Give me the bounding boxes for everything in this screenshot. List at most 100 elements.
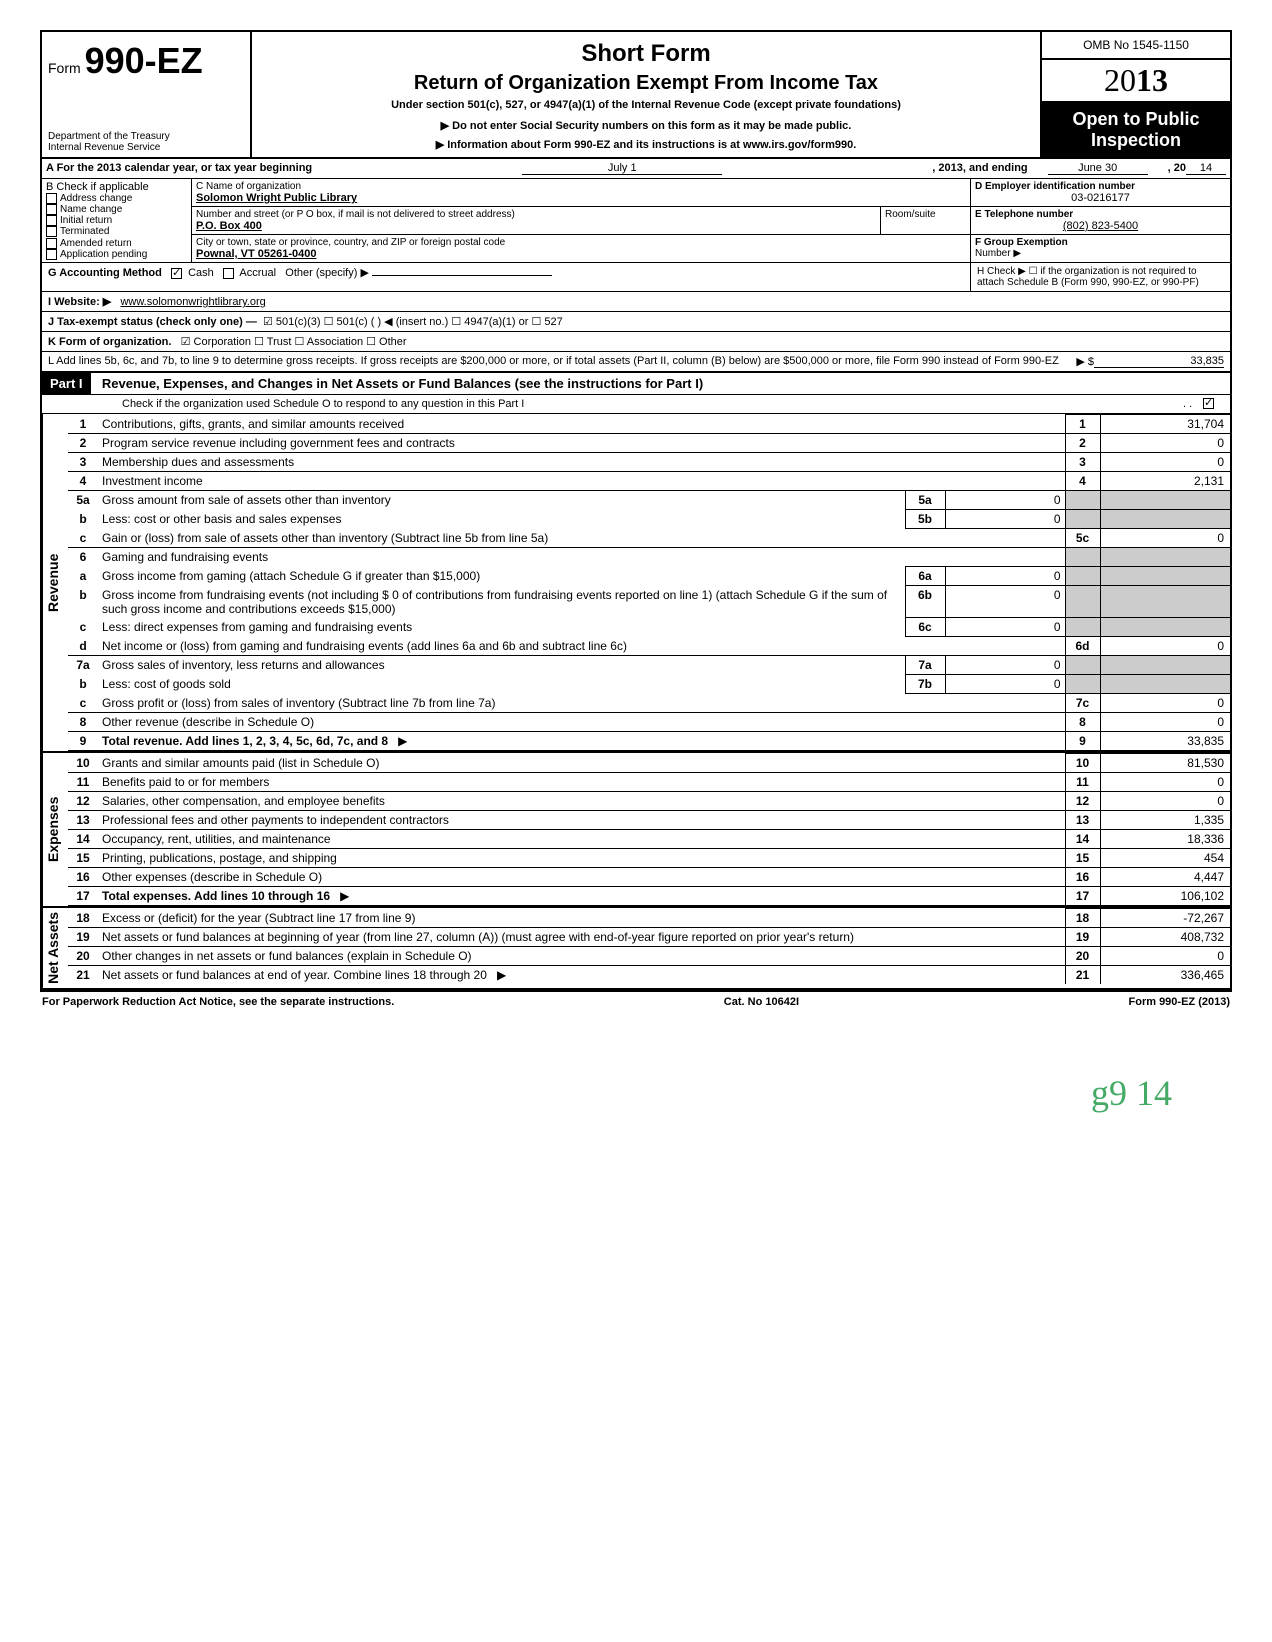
netassets-label: Net Assets [42, 908, 68, 988]
line6b-desc: Gross income from fundraising events (no… [102, 588, 887, 616]
line5b-desc: Less: cost or other basis and sales expe… [102, 512, 341, 526]
form-number: 990-EZ [85, 40, 203, 81]
line21-arrow: ▶ [497, 968, 506, 982]
line-j-opts: ☑ 501(c)(3) ☐ 501(c) ( ) ◀ (insert no.) … [263, 316, 563, 328]
phone-value: (802) 823-5400 [975, 220, 1226, 232]
org-name: Solomon Wright Public Library [196, 192, 966, 204]
line-a-prefix: A For the 2013 calendar year, or tax yea… [46, 162, 312, 174]
part1-title: Revenue, Expenses, and Changes in Net As… [94, 376, 703, 391]
revenue-table: 1Contributions, gifts, grants, and simil… [68, 414, 1230, 751]
line6a-desc: Gross income from gaming (attach Schedul… [102, 569, 480, 583]
part1-check-text: Check if the organization used Schedule … [122, 398, 1183, 410]
line17-arrow: ▶ [340, 889, 349, 903]
box-def: D Employer identification number 03-0216… [970, 179, 1230, 262]
line-j: J Tax-exempt status (check only one) — ☑… [42, 312, 1230, 332]
lbl-cash: Cash [188, 267, 214, 279]
box-c-label: C Name of organization [196, 181, 966, 192]
line-a-begin: July 1 [522, 162, 722, 175]
website-value: www.solomonwrightlibrary.org [120, 296, 265, 308]
dept-treasury: Department of the Treasury [48, 131, 244, 142]
line10-val: 81,530 [1100, 754, 1230, 773]
line6c-desc: Less: direct expenses from gaming and fu… [102, 620, 412, 634]
chk-address-change[interactable] [46, 193, 57, 204]
chk-app-pending[interactable] [46, 249, 57, 260]
line5b-val: 0 [945, 510, 1065, 529]
line21-desc: Net assets or fund balances at end of ye… [102, 968, 487, 982]
addr-label: Number and street (or P O box, if mail i… [196, 209, 876, 220]
line5c-val: 0 [1100, 529, 1230, 548]
line5c-desc: Gain or (loss) from sale of assets other… [102, 531, 548, 545]
line15-desc: Printing, publications, postage, and shi… [102, 851, 337, 865]
lbl-other-method: Other (specify) ▶ [285, 267, 369, 279]
header-right: OMB No 1545-1150 2013 Open to Public Ins… [1040, 32, 1230, 157]
page-footer: For Paperwork Reduction Act Notice, see … [40, 992, 1232, 1012]
line-a-end: June 30 [1048, 162, 1148, 175]
netassets-section: Net Assets 18Excess or (deficit) for the… [42, 908, 1230, 990]
room-label: Room/suite [885, 209, 966, 220]
line14-desc: Occupancy, rent, utilities, and maintena… [102, 832, 331, 846]
part1-label: Part I [42, 373, 91, 394]
line7a-desc: Gross sales of inventory, less returns a… [102, 658, 385, 672]
lbl-app-pending: Application pending [60, 249, 147, 260]
form-header: Form 990-EZ Department of the Treasury I… [42, 32, 1230, 159]
line11-desc: Benefits paid to or for members [102, 775, 269, 789]
line13-val: 1,335 [1100, 811, 1230, 830]
revenue-section: Revenue 1Contributions, gifts, grants, a… [42, 414, 1230, 753]
line4-val: 2,131 [1100, 472, 1230, 491]
subtitle: Under section 501(c), 527, or 4947(a)(1)… [262, 99, 1030, 111]
chk-cash[interactable] [171, 268, 182, 279]
line4-desc: Investment income [102, 474, 203, 488]
line12-val: 0 [1100, 792, 1230, 811]
line-h-text: H Check ▶ ☐ if the organization is not r… [977, 266, 1199, 288]
line8-val: 0 [1100, 713, 1230, 732]
ein-value: 03-0216177 [975, 192, 1226, 204]
line-i: I Website: ▶ www.solomonwrightlibrary.or… [42, 292, 1230, 312]
line10-desc: Grants and similar amounts paid (list in… [102, 756, 379, 770]
line18-desc: Excess or (deficit) for the year (Subtra… [102, 911, 415, 925]
line20-val: 0 [1100, 947, 1230, 966]
revenue-label: Revenue [42, 414, 68, 751]
line9-arrow: ▶ [398, 734, 407, 748]
line17-val: 106,102 [1100, 887, 1230, 906]
title-short-form: Short Form [262, 40, 1030, 68]
line-l-value: 33,835 [1094, 355, 1224, 368]
line-k-opts: ☑ Corporation ☐ Trust ☐ Association ☐ Ot… [181, 336, 407, 348]
line-a-year-suffix: , 20 [1168, 162, 1186, 174]
chk-schedule-o[interactable] [1203, 398, 1214, 409]
line5a-desc: Gross amount from sale of assets other t… [102, 493, 391, 507]
line7c-desc: Gross profit or (loss) from sales of inv… [102, 696, 495, 710]
box-b-title: B Check if applicable [46, 181, 187, 193]
chk-name-change[interactable] [46, 204, 57, 215]
note-info: ▶ Information about Form 990-EZ and its … [262, 138, 1030, 151]
line6c-val: 0 [945, 618, 1065, 637]
line6d-desc: Net income or (loss) from gaming and fun… [102, 639, 627, 653]
dept-irs: Internal Revenue Service [48, 142, 244, 153]
section-bcdef: B Check if applicable Address change Nam… [42, 179, 1230, 263]
title-return: Return of Organization Exempt From Incom… [262, 72, 1030, 95]
lbl-terminated: Terminated [60, 227, 109, 238]
chk-accrual[interactable] [223, 268, 234, 279]
line8-desc: Other revenue (describe in Schedule O) [102, 715, 314, 729]
line7b-val: 0 [945, 675, 1065, 694]
chk-terminated[interactable] [46, 226, 57, 237]
line-l: L Add lines 5b, 6c, and 7b, to line 9 to… [42, 352, 1230, 373]
footer-left: For Paperwork Reduction Act Notice, see … [42, 996, 394, 1008]
line12-desc: Salaries, other compensation, and employ… [102, 794, 385, 808]
form-label: Form [48, 60, 81, 76]
lbl-name-change: Name change [60, 204, 122, 215]
tax-year: 2013 [1042, 60, 1230, 103]
header-center: Short Form Return of Organization Exempt… [252, 32, 1040, 157]
org-city: Pownal, VT 05261-0400 [196, 248, 966, 260]
box-d-label: D Employer identification number [975, 181, 1226, 192]
open-to-public: Open to Public Inspection [1042, 103, 1230, 157]
line6a-val: 0 [945, 567, 1065, 586]
note-ssn: ▶ Do not enter Social Security numbers o… [262, 119, 1030, 132]
line-i-label: I Website: ▶ [48, 296, 111, 308]
line9-val: 33,835 [1100, 732, 1230, 751]
line20-desc: Other changes in net assets or fund bala… [102, 949, 472, 963]
part1-header-row: Part I Revenue, Expenses, and Changes in… [42, 373, 1230, 395]
city-label: City or town, state or province, country… [196, 237, 966, 248]
org-addr: P.O. Box 400 [196, 220, 876, 232]
chk-amended[interactable] [46, 238, 57, 249]
chk-initial-return[interactable] [46, 215, 57, 226]
